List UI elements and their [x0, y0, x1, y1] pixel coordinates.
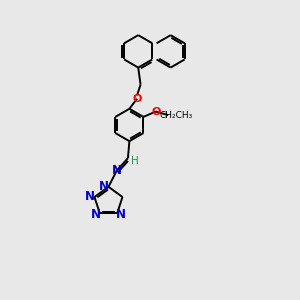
Text: O: O: [132, 94, 142, 104]
Text: H: H: [131, 156, 139, 166]
Text: CH₂CH₃: CH₂CH₃: [160, 111, 193, 120]
Text: O: O: [151, 106, 160, 117]
Text: N: N: [116, 208, 126, 220]
Text: N: N: [85, 190, 95, 203]
Text: N: N: [99, 180, 109, 193]
Text: N: N: [112, 164, 122, 177]
Text: N: N: [91, 208, 101, 220]
